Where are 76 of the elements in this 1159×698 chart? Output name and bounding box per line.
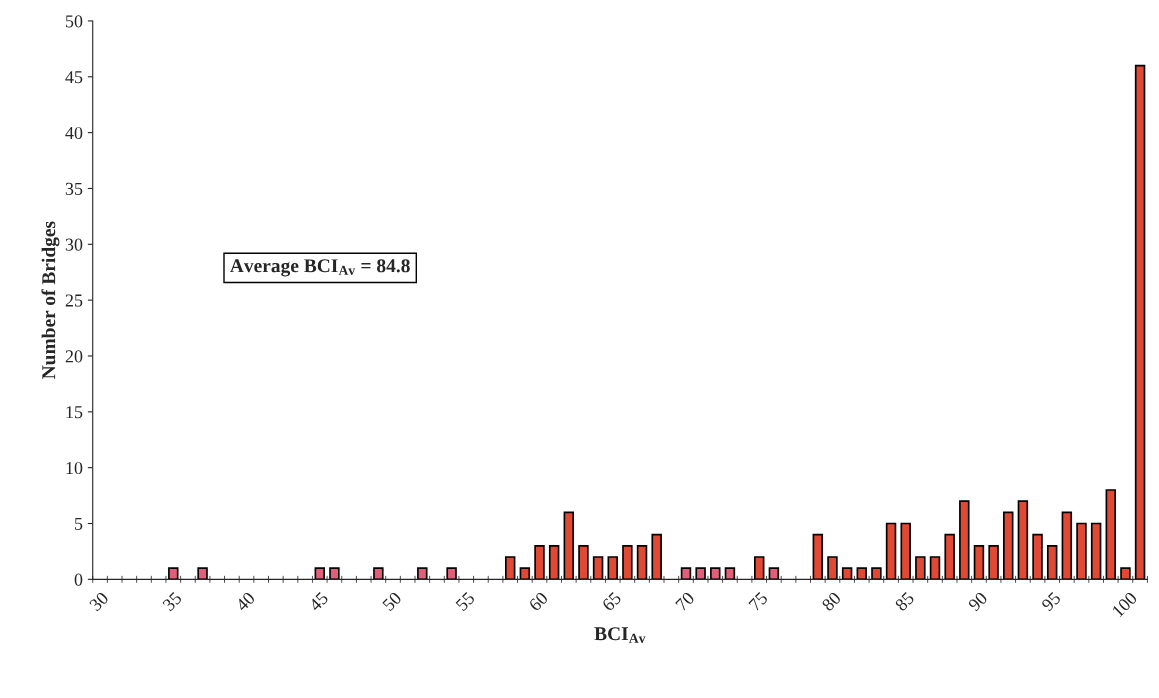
- bar: [1120, 567, 1131, 580]
- y-tick-label: 45: [65, 71, 83, 84]
- bar: [768, 567, 780, 580]
- bar: [563, 511, 575, 580]
- bar: [929, 556, 941, 580]
- bar: [959, 500, 970, 580]
- x-tick-label: 45: [308, 591, 329, 612]
- x-tick-label: 70: [675, 591, 696, 612]
- x-tick-label: 75: [748, 591, 769, 612]
- bar: [519, 567, 531, 580]
- bar: [578, 545, 589, 580]
- bar: [548, 545, 560, 580]
- x-tick-label: 90: [967, 591, 989, 612]
- bar: [446, 567, 457, 580]
- bar: [504, 556, 516, 580]
- bar: [812, 533, 824, 580]
- bar: [1046, 545, 1058, 580]
- annotation: Average BCI$_{Av}$ = 84.8: [230, 259, 410, 277]
- y-tick-label: 15: [66, 406, 83, 419]
- bar: [1105, 489, 1117, 580]
- y-tick-label: 35: [65, 182, 83, 195]
- y-tick-label: 25: [65, 294, 83, 307]
- y-tick-label: 0: [74, 573, 83, 586]
- bar: [1076, 522, 1087, 580]
- y-tick-label: 30: [65, 238, 83, 251]
- bar: [1061, 511, 1073, 580]
- bar: [417, 567, 428, 580]
- bar: [680, 567, 692, 580]
- x-tick-label: 65: [601, 591, 622, 612]
- bar: [695, 567, 706, 580]
- x-tick-label: 100: [1111, 591, 1138, 618]
- bar: [329, 567, 340, 580]
- x-tick-label: 60: [528, 591, 549, 612]
- x-tick-label: 35: [162, 591, 183, 612]
- x-tick-label: 80: [821, 591, 842, 612]
- x-axis-title: BCI$_{Av}$: [594, 627, 646, 643]
- bar: [622, 545, 633, 580]
- bar: [168, 567, 179, 580]
- bar: [841, 567, 853, 580]
- bar: [592, 556, 604, 580]
- bar: [753, 556, 765, 580]
- bar: [651, 533, 662, 580]
- y-tick-label: 50: [65, 15, 83, 28]
- bar: [973, 545, 985, 580]
- x-tick-label: 50: [381, 591, 403, 612]
- bar: [1032, 533, 1043, 580]
- y-tick-label: 10: [66, 461, 83, 475]
- bar: [1134, 64, 1146, 580]
- x-tick-label: 85: [894, 591, 915, 612]
- bar: [827, 556, 838, 580]
- x-tick-label: 95: [1040, 591, 1062, 612]
- bar: [871, 567, 882, 580]
- bar: [915, 556, 926, 580]
- bar: [710, 567, 721, 580]
- bar: [856, 567, 867, 580]
- bar: [197, 567, 208, 580]
- bar: [636, 545, 648, 580]
- bar: [1090, 522, 1102, 580]
- y-tick-label: 5: [75, 517, 83, 530]
- bar: [900, 522, 911, 580]
- y-tick-label: 20: [65, 350, 83, 363]
- bar: [944, 533, 955, 580]
- x-tick-label: 55: [455, 591, 476, 612]
- bar: [988, 545, 999, 580]
- bar: [314, 567, 326, 580]
- bar: [373, 567, 384, 580]
- bar: [724, 567, 736, 580]
- y-tick-label: 40: [65, 126, 83, 140]
- bar: [885, 522, 897, 580]
- y-axis-title: Number of Bridges: [41, 221, 60, 379]
- x-tick-label: 40: [234, 591, 256, 612]
- bar: [607, 556, 618, 580]
- bar: [534, 545, 545, 580]
- x-tick-label: 30: [88, 591, 110, 612]
- bar: [1017, 500, 1029, 580]
- bar: [1003, 511, 1014, 580]
